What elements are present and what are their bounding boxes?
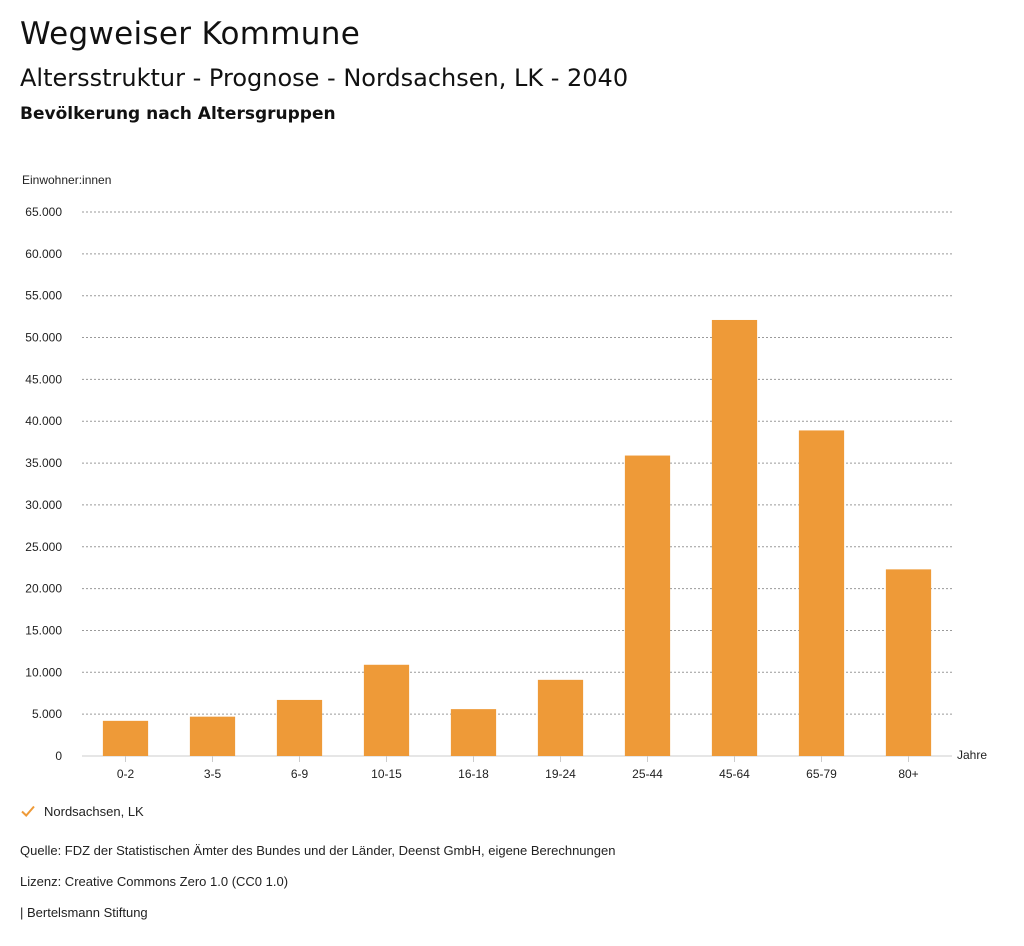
- bar: [537, 679, 584, 756]
- x-tick-label: 10-15: [371, 767, 402, 781]
- x-tick-label: 3-5: [204, 767, 222, 781]
- y-tick-label: 10.000: [25, 665, 62, 679]
- y-tick-label: 65.000: [25, 205, 62, 219]
- y-tick-label: 0: [55, 749, 62, 763]
- license-note: Lizenz: Creative Commons Zero 1.0 (CC0 1…: [20, 874, 289, 889]
- x-tick-label: 16-18: [458, 767, 489, 781]
- bar: [189, 716, 236, 756]
- y-tick-label: 35.000: [25, 456, 62, 470]
- bar: [798, 430, 845, 756]
- y-tick-label: 50.000: [25, 331, 62, 345]
- y-axis-title: Einwohner:innen: [22, 173, 111, 187]
- bar: [711, 319, 758, 756]
- chart-title: Altersstruktur - Prognose - Nordsachsen,…: [20, 64, 629, 92]
- x-tick-label: 65-79: [806, 767, 837, 781]
- x-tick-label: 45-64: [719, 767, 750, 781]
- bar-chart: Einwohner:innen 0 5.000 10.000 15.000 20.000 2…: [22, 173, 987, 781]
- y-tick-label: 5.000: [32, 707, 62, 721]
- y-tick-label: 30.000: [25, 498, 62, 512]
- bar: [363, 664, 410, 756]
- y-tick-label: 15.000: [25, 623, 62, 637]
- chart-subtitle: Bevölkerung nach Altersgruppen: [20, 104, 336, 124]
- y-tick-label: 55.000: [25, 289, 62, 303]
- x-tick-label: 0-2: [117, 767, 135, 781]
- y-tick-label: 20.000: [25, 582, 62, 596]
- y-tick-label: 45.000: [25, 372, 62, 386]
- y-tick-label: 60.000: [25, 247, 62, 261]
- legend-label: Nordsachsen, LK: [44, 803, 144, 819]
- bar: [276, 699, 323, 756]
- publisher-note: | Bertelsmann Stiftung: [20, 905, 148, 920]
- y-tick-label: 25.000: [25, 540, 62, 554]
- bar: [450, 709, 497, 756]
- source-note: Quelle: FDZ der Statistischen Ämter des …: [20, 843, 616, 858]
- x-tick-label: 80+: [898, 767, 918, 781]
- bar: [885, 569, 932, 756]
- x-tick-label: 6-9: [291, 767, 309, 781]
- bar: [624, 455, 671, 756]
- bar: [102, 720, 149, 756]
- x-tick-label: 19-24: [545, 767, 576, 781]
- check-icon: [21, 805, 35, 817]
- legend[interactable]: Nordsachsen, LK: [20, 803, 144, 819]
- app-title: Wegweiser Kommune: [20, 16, 361, 52]
- x-axis-title: Jahre: [957, 748, 987, 762]
- y-tick-label: 40.000: [25, 414, 62, 428]
- x-tick-label: 25-44: [632, 767, 663, 781]
